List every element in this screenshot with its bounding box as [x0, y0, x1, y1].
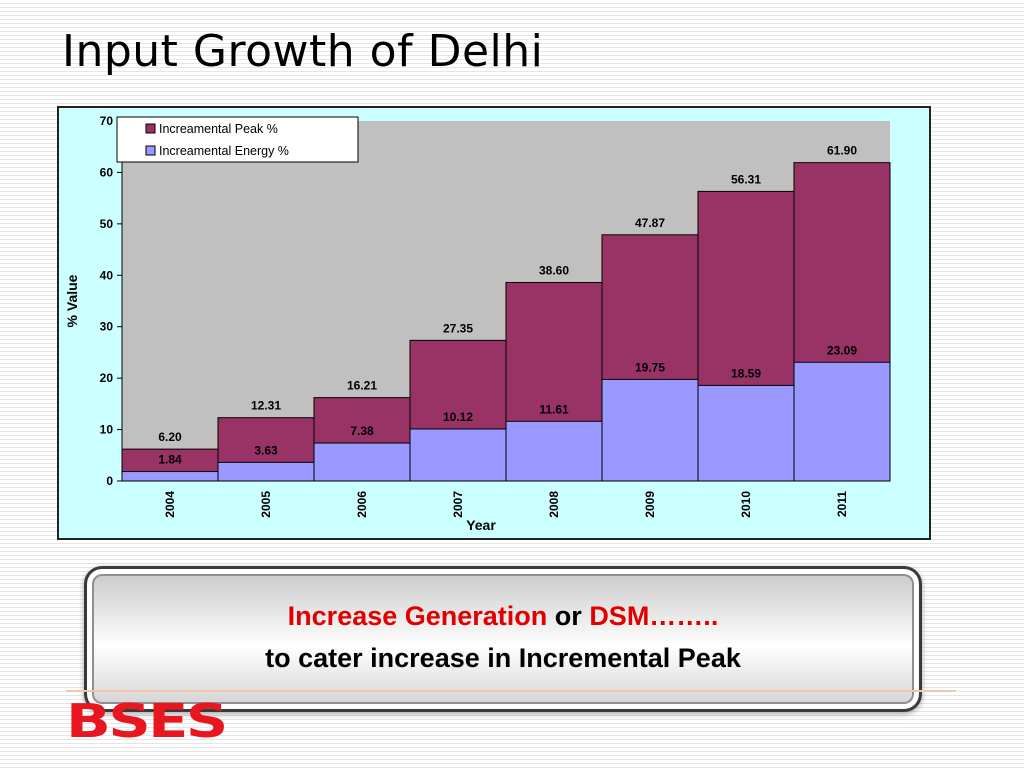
chart-area: 0 10 20 30 40 50 60 70 6.20 1.84 2004 12.31 3.63 2005… — [57, 106, 931, 540]
data-label-energy: 1.84 — [158, 453, 182, 467]
callout-or: or — [547, 601, 590, 631]
bar-energy — [505, 420, 603, 482]
callout-line-1: Increase Generation or DSM…….. — [87, 601, 919, 632]
x-tick-label: 2004 — [163, 491, 177, 518]
y-tick-label: 50 — [100, 217, 114, 231]
callout-line-2: to cater increase in Incremental Peak — [265, 643, 741, 673]
bar-chart: 0 10 20 30 40 50 60 70 6.20 1.84 2004 12.31 3.63 2005… — [64, 114, 891, 533]
data-label-energy: 7.38 — [350, 424, 374, 438]
x-tick-label: 2008 — [547, 491, 561, 518]
y-tick-label: 40 — [100, 268, 114, 282]
y-tick-label: 0 — [106, 474, 113, 488]
data-label-peak: 6.20 — [158, 430, 182, 444]
data-label-energy: 3.63 — [254, 443, 278, 457]
data-label-energy: 18.59 — [731, 366, 761, 380]
legend-swatch-energy — [145, 145, 156, 156]
data-label-energy: 11.61 — [539, 402, 569, 416]
legend-label-energy: Increamental Energy % — [159, 144, 289, 158]
bar-energy — [601, 378, 699, 482]
bar-energy — [409, 428, 507, 482]
legend-swatch-peak — [145, 123, 156, 134]
data-label-peak: 12.31 — [251, 399, 281, 413]
data-label-peak: 38.60 — [539, 263, 569, 277]
x-tick-label: 2010 — [739, 491, 753, 518]
bses-logo: BSES — [66, 694, 228, 748]
x-tick-label: 2011 — [835, 491, 849, 517]
slide-title: Input Growth of Delhi — [62, 26, 544, 77]
legend-label-peak: Increamental Peak % — [159, 122, 278, 136]
y-tick-label: 30 — [100, 320, 114, 334]
bar-energy — [697, 384, 795, 482]
data-label-energy: 23.09 — [827, 343, 857, 357]
legend-box — [116, 116, 359, 163]
data-label-peak: 16.21 — [347, 379, 377, 393]
callout-box: Increase Generation or DSM…….. to cater … — [84, 566, 922, 712]
callout-dsm: DSM…….. — [589, 601, 719, 631]
bar-energy — [121, 471, 219, 482]
data-label-energy: 19.75 — [635, 360, 665, 374]
y-tick-label: 20 — [100, 371, 114, 385]
footer-divider — [66, 690, 956, 692]
callout-generation: Increase Generation — [287, 601, 548, 631]
data-label-peak: 47.87 — [635, 216, 665, 230]
y-tick-label: 60 — [100, 165, 114, 179]
data-label-energy: 10.12 — [443, 410, 473, 424]
y-tick-label: 10 — [100, 423, 114, 437]
x-tick-label: 2007 — [451, 491, 465, 518]
bar-energy — [313, 442, 411, 482]
y-axis-title: % Value — [64, 274, 80, 327]
x-tick-label: 2009 — [643, 491, 657, 518]
bar-energy — [793, 361, 891, 482]
x-tick-label: 2005 — [259, 491, 273, 518]
y-tick-label: 70 — [100, 114, 114, 128]
x-tick-label: 2006 — [355, 491, 369, 518]
data-label-peak: 27.35 — [443, 321, 473, 335]
data-label-peak: 56.31 — [731, 172, 761, 186]
x-axis-title: Year — [466, 517, 496, 533]
bar-energy — [217, 461, 315, 482]
data-label-peak: 61.90 — [827, 144, 857, 158]
